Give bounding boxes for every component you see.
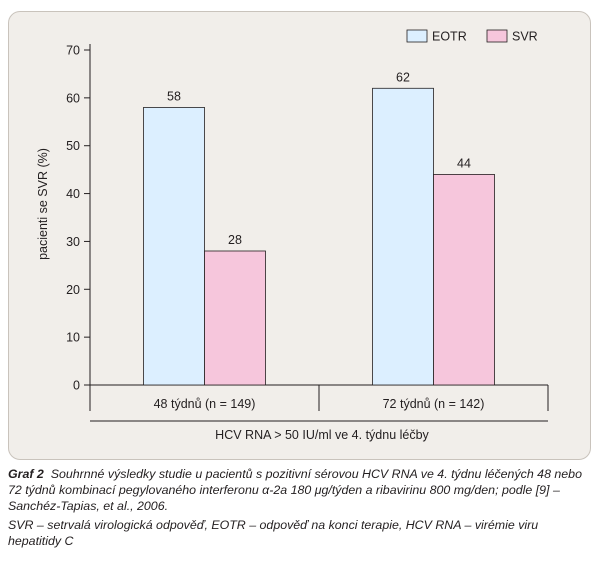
data-label: 28	[228, 233, 242, 247]
y-tick-label: 70	[66, 44, 80, 58]
chart-bars	[143, 87, 495, 386]
y-tick-label: 50	[66, 139, 80, 153]
data-label: 44	[457, 156, 471, 170]
y-tick-label: 0	[73, 379, 80, 393]
caption-text: Souhrnné výsledky studie u pacientů s po…	[8, 467, 582, 513]
y-axis-label: pacienti se SVR (%)	[36, 148, 50, 260]
y-tick-label: 40	[66, 187, 80, 201]
legend-label: EOTR	[432, 30, 467, 44]
bar-eotr	[372, 87, 434, 386]
x-tick-label: 72 týdnů (n = 142)	[383, 397, 485, 411]
y-tick-label: 10	[66, 331, 80, 345]
bar-chart: 0 10 20 30 40 50 60 70 48 týdnů (n = 149) 58 28 72…	[36, 29, 549, 442]
data-label: 58	[167, 89, 181, 103]
y-tick-label: 20	[66, 283, 80, 297]
y-tick-label: 60	[66, 91, 80, 105]
figure-caption: Graf 2 Souhrnné výsledky studie u pacien…	[8, 466, 592, 549]
legend-swatch-eotr	[406, 29, 428, 43]
caption-lead: Graf 2	[8, 467, 44, 481]
y-tick-label: 30	[66, 235, 80, 249]
bar-eotr	[143, 107, 205, 386]
legend-label: SVR	[512, 30, 538, 44]
x-axis-label: HCV RNA > 50 IU/ml ve 4. týdnu léčby	[215, 428, 429, 442]
caption-note: SVR – setrvalá virologická odpověď, EOTR…	[8, 518, 539, 548]
bar-svr	[433, 174, 495, 386]
x-tick-label: 48 týdnů (n = 149)	[154, 397, 256, 411]
data-label: 62	[396, 70, 410, 84]
chart-legend: EOTR SVR	[406, 29, 538, 44]
chart-labels: 48 týdnů (n = 149) 58 28 72 týdnů (n = 142)…	[154, 70, 485, 411]
bar-svr	[204, 250, 266, 386]
legend-swatch-svr	[486, 29, 508, 43]
